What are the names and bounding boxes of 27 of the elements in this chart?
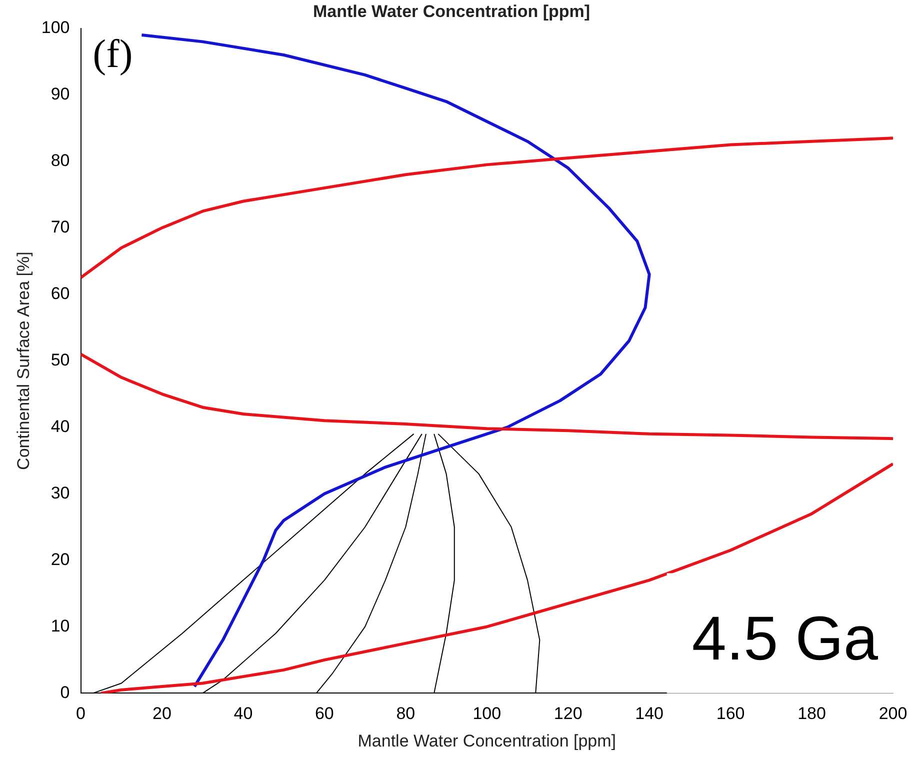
x-tick-label: 80 bbox=[396, 704, 416, 724]
annotation: 4.5 Ga bbox=[692, 604, 879, 674]
y-tick-label: 30 bbox=[50, 483, 70, 502]
x-tick-label: 40 bbox=[234, 704, 253, 724]
x-tick-label: 140 bbox=[635, 704, 664, 724]
annotation: (f) bbox=[92, 30, 133, 76]
y-tick-label: 50 bbox=[50, 350, 70, 370]
x-tick-label: 120 bbox=[554, 704, 582, 724]
y-tick-label: 90 bbox=[50, 84, 70, 104]
x-tick-label: 20 bbox=[152, 704, 172, 724]
y-tick-label: 100 bbox=[41, 18, 70, 38]
y-tick-label: 80 bbox=[50, 151, 70, 170]
chart-title: Mantle Water Concentration [ppm] bbox=[312, 2, 590, 21]
y-tick-label: 60 bbox=[50, 284, 70, 304]
x-axis-title: Mantle Water Concentration [ppm] bbox=[358, 731, 616, 750]
x-tick-label: 100 bbox=[472, 704, 502, 724]
x-tick-label: 160 bbox=[716, 704, 745, 724]
x-tick-label: 0 bbox=[76, 704, 86, 724]
y-axis-title: Continental Surface Area [%] bbox=[14, 252, 33, 470]
x-tick-label: 180 bbox=[798, 704, 826, 724]
y-tick-label: 70 bbox=[50, 218, 70, 237]
y-tick-label: 20 bbox=[50, 550, 70, 569]
y-tick-label: 40 bbox=[50, 416, 70, 436]
y-tick-label: 10 bbox=[50, 616, 70, 636]
x-tick-label: 60 bbox=[314, 704, 334, 724]
x-tick-label: 200 bbox=[878, 704, 908, 724]
y-tick-label: 0 bbox=[60, 682, 70, 702]
